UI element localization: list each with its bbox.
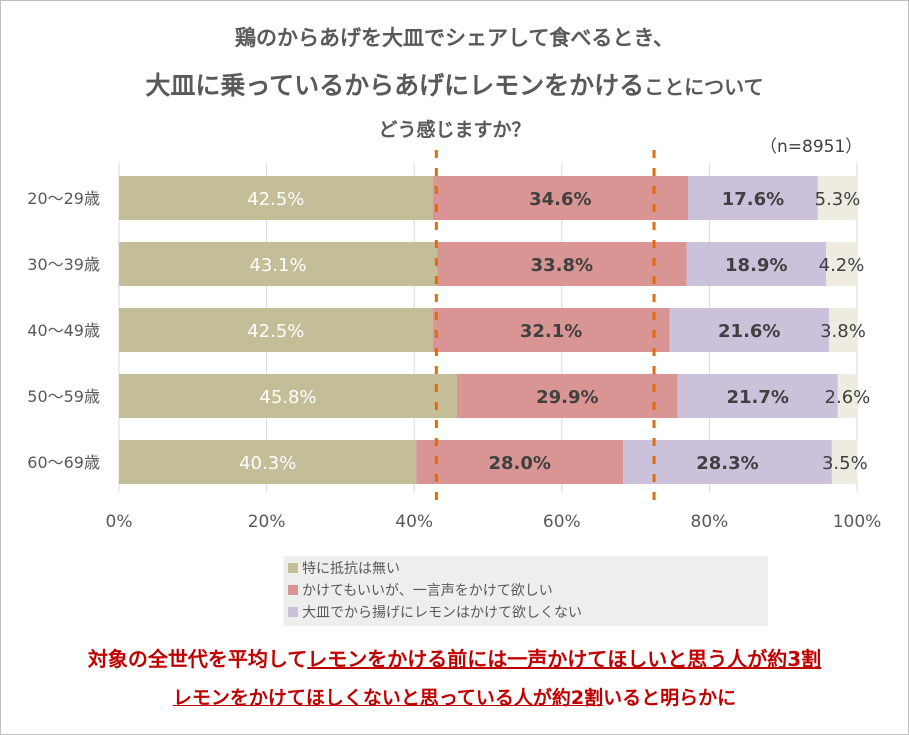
conclusion-line1-b: レモンをかける前には一声かけてほしいと思う人が約3割 xyxy=(307,647,822,671)
conclusion-line2-b: いると明らかに xyxy=(603,687,737,709)
data-label-3-0: 45.8% xyxy=(259,387,316,408)
data-label-2-1: 32.1% xyxy=(520,321,582,342)
data-label-4-1: 28.0% xyxy=(489,453,551,474)
x-tick-label-3: 60% xyxy=(543,512,581,532)
legend-item-ask-first: かけてもいいが、一言声をかけて欲しい xyxy=(288,580,553,600)
bar-segment-3-2 xyxy=(677,374,838,418)
bar-segment-2-0 xyxy=(119,308,433,352)
x-tick-label-0: 0% xyxy=(106,512,133,532)
bar-segment-2-2 xyxy=(669,308,829,352)
data-label-2-0: 42.5% xyxy=(247,321,304,342)
legend-label-no-resistance: 特に抵抗は無い xyxy=(302,561,400,577)
data-label-2-2: 21.6% xyxy=(718,321,780,342)
bar-segment-1-1 xyxy=(437,242,687,286)
bar-segment-0-3 xyxy=(817,176,857,220)
data-label-4-0: 40.3% xyxy=(239,453,296,474)
bar-segment-1-0 xyxy=(119,242,438,286)
category-label-4: 60〜69歳 xyxy=(27,453,100,472)
data-label-0-0: 42.5% xyxy=(247,189,304,210)
data-label-3-3: 2.6% xyxy=(825,387,871,408)
legend-label-ask-first: かけてもいいが、一言声をかけて欲しい xyxy=(302,583,553,599)
x-tick-label-1: 20% xyxy=(248,512,286,532)
conclusion-line1: 対象の全世代を平均してレモンをかける前には一声かけてほしいと思う人が約3割 xyxy=(0,643,909,672)
bar-segment-3-0 xyxy=(119,374,458,418)
data-label-0-3: 5.3% xyxy=(815,189,861,210)
legend: 特に抵抗は無い かけてもいいが、一言声をかけて欲しい 大皿でから揚げにレモンはか… xyxy=(284,556,768,626)
legend-item-do-not-want: 大皿でから揚げにレモンはかけて欲しくない xyxy=(288,602,582,622)
bar-segment-0-1 xyxy=(432,176,688,220)
conclusion-line2-a: レモンをかけてほしくないと思っている人が約2割 xyxy=(172,687,604,709)
legend-label-do-not-want: 大皿でから揚げにレモンはかけて欲しくない xyxy=(302,605,582,621)
legend-swatch-ask-first xyxy=(288,585,298,595)
bar-segment-1-3 xyxy=(826,242,857,286)
data-label-0-1: 34.6% xyxy=(529,189,591,210)
bar-segment-4-2 xyxy=(623,440,832,484)
category-label-0: 20〜29歳 xyxy=(27,189,100,208)
conclusion-line1-a: 対象の全世代を平均して xyxy=(87,647,308,671)
bar-segment-1-2 xyxy=(686,242,827,286)
bar-segment-4-1 xyxy=(416,440,624,484)
data-label-2-3: 3.8% xyxy=(820,321,866,342)
bar-segment-2-3 xyxy=(828,308,857,352)
data-label-3-1: 29.9% xyxy=(536,387,598,408)
legend-item-no-resistance: 特に抵抗は無い xyxy=(288,558,400,578)
x-tick-label-4: 80% xyxy=(691,512,729,532)
category-label-3: 50〜59歳 xyxy=(27,387,100,406)
data-label-1-2: 18.9% xyxy=(725,255,787,276)
data-label-3-2: 21.7% xyxy=(727,387,789,408)
chart-title-line2: 大皿に乗っているからあげにレモンをかけることについて xyxy=(0,66,909,102)
data-label-1-1: 33.8% xyxy=(531,255,593,276)
conclusion-line2: レモンをかけてほしくないと思っている人が約2割いると明らかに xyxy=(0,683,909,710)
bar-segment-2-1 xyxy=(432,308,670,352)
data-label-4-2: 28.3% xyxy=(696,453,758,474)
bar-segment-0-2 xyxy=(687,176,818,220)
bar-segment-3-1 xyxy=(457,374,678,418)
category-label-2: 40〜49歳 xyxy=(27,321,100,340)
bar-segment-4-3 xyxy=(831,440,858,484)
chart-title-line1: 鶏のからあげを大皿でシェアして食べるとき、 xyxy=(235,26,674,50)
chart-title-line3: どう感じますか？ xyxy=(378,119,531,141)
chart-title-line2-main: 大皿に乗っているからあげにレモンをかける xyxy=(145,71,645,100)
x-tick-label-5: 100% xyxy=(833,512,882,532)
data-label-1-3: 4.2% xyxy=(819,255,865,276)
x-tick-label-2: 40% xyxy=(395,512,433,532)
bar-segment-4-0 xyxy=(119,440,417,484)
chart-title-line2-small: ことについて xyxy=(644,75,764,99)
bar-segment-3-3 xyxy=(837,374,857,418)
legend-swatch-no-resistance xyxy=(288,563,298,573)
bar-segment-0-0 xyxy=(119,176,433,220)
data-label-1-0: 43.1% xyxy=(249,255,306,276)
data-label-0-2: 17.6% xyxy=(722,189,784,210)
category-label-1: 30〜39歳 xyxy=(27,255,100,274)
data-label-4-3: 3.5% xyxy=(822,453,868,474)
sample-size: （n=8951） xyxy=(760,137,863,157)
legend-swatch-do-not-want xyxy=(288,607,298,617)
